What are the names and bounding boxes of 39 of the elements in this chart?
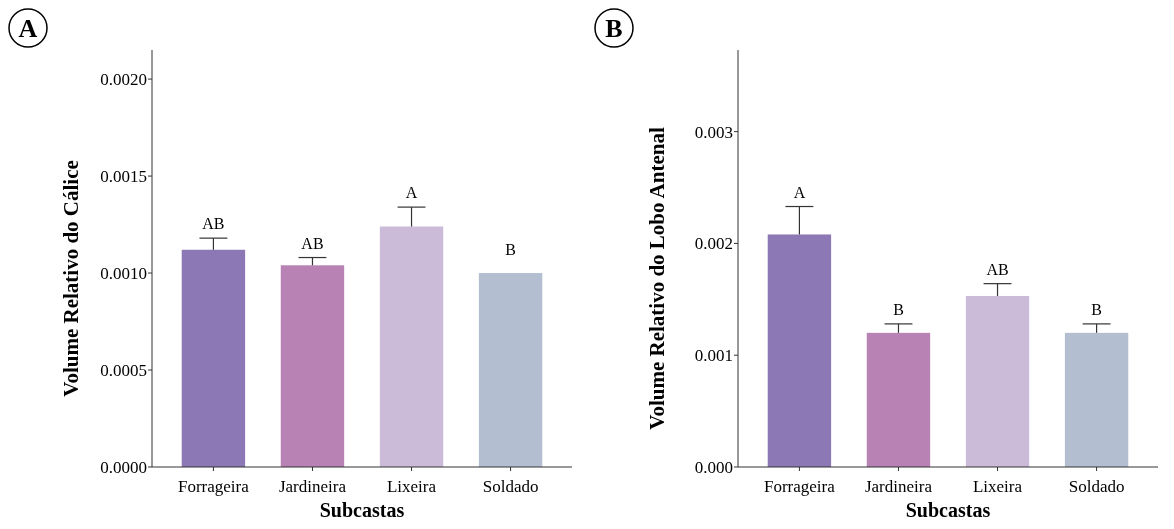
chart-title: A xyxy=(18,14,38,43)
bar xyxy=(181,249,246,467)
x-axis-title: Subcastas xyxy=(905,499,991,521)
bar xyxy=(866,332,931,467)
x-tick-label: Forrageira xyxy=(178,477,250,496)
y-tick-label: 0.000 xyxy=(694,457,733,477)
y-axis-title: Volume Relativo do Cálice xyxy=(59,160,83,397)
bar xyxy=(280,265,345,467)
y-tick-label: 0.0020 xyxy=(100,70,147,90)
annotation: AB xyxy=(202,215,225,233)
x-tick-label: Jardineira xyxy=(278,477,347,496)
bar xyxy=(1064,332,1129,467)
bar xyxy=(379,226,444,467)
y-tick-label: 0.0000 xyxy=(100,457,147,477)
x-tick-label: Lixeira xyxy=(386,477,437,496)
x-tick-label: Jardineira xyxy=(864,477,933,496)
chart-title: B xyxy=(605,14,623,43)
y-tick-label: 0.002 xyxy=(694,234,733,254)
x-tick-label: Soldado xyxy=(1068,477,1125,496)
x-tick-label: Lixeira xyxy=(972,477,1023,496)
annotation: AB xyxy=(986,260,1009,278)
annotation: A xyxy=(793,183,806,201)
bar xyxy=(767,234,832,467)
annotation: B xyxy=(1091,300,1102,318)
x-tick-label: Soldado xyxy=(482,477,539,496)
y-axis-title: Volume Relativo do Lobo Antenal xyxy=(645,127,669,430)
bar xyxy=(478,273,543,467)
bar xyxy=(965,295,1030,467)
annotation: A xyxy=(405,184,418,202)
y-tick-label: 0.001 xyxy=(694,346,733,366)
annotation: B xyxy=(893,300,904,318)
annotation: AB xyxy=(301,234,324,252)
y-tick-label: 0.0010 xyxy=(100,264,147,283)
y-tick-label: 0.003 xyxy=(694,122,733,142)
y-tick-label: 0.0005 xyxy=(100,360,147,380)
x-tick-label: Forrageira xyxy=(764,477,836,496)
y-tick-label: 0.0015 xyxy=(100,167,147,187)
x-axis-title: Subcastas xyxy=(319,499,405,521)
annotation: B xyxy=(505,241,516,259)
